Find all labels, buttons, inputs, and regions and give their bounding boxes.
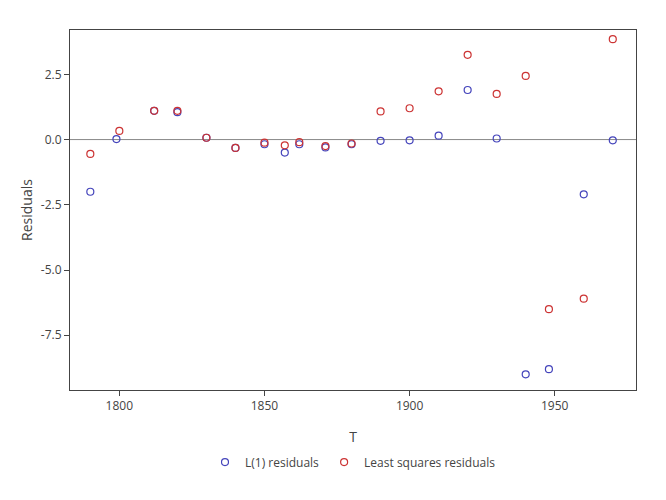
svg-text:1800: 1800 [106, 397, 134, 414]
svg-text:T: T [349, 427, 357, 446]
svg-text:Least squares residuals: Least squares residuals [364, 454, 495, 471]
svg-text:-7.5: -7.5 [41, 326, 62, 343]
svg-text:-5.0: -5.0 [41, 261, 62, 278]
svg-text:2.5: 2.5 [45, 66, 62, 83]
svg-text:1850: 1850 [251, 397, 279, 414]
svg-text:0.0: 0.0 [45, 131, 62, 148]
svg-text:Residuals: Residuals [17, 179, 36, 241]
svg-text:-2.5: -2.5 [41, 196, 62, 213]
svg-text:L(1) residuals: L(1) residuals [245, 454, 319, 471]
svg-text:1950: 1950 [541, 397, 569, 414]
svg-text:1900: 1900 [396, 397, 424, 414]
